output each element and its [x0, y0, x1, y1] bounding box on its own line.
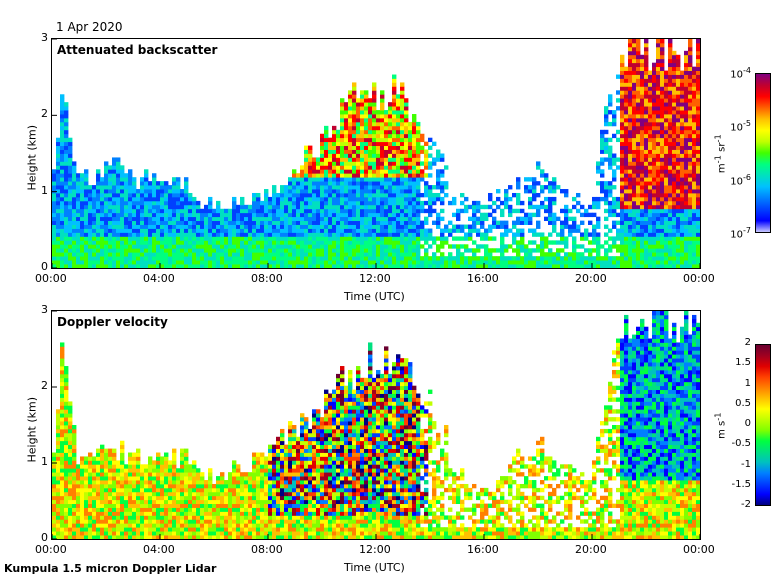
velocity-colorbar	[755, 344, 771, 506]
backscatter-ylabel: Height (km)	[25, 124, 39, 191]
velocity-title: Doppler velocity	[57, 315, 168, 329]
y-tick-label: 0	[41, 531, 48, 544]
y-tick-label: 3	[41, 303, 48, 316]
x-tick-label: 00:00	[683, 543, 715, 556]
x-tick-label: 00:00	[35, 272, 67, 285]
velocity-xlabel: Time (UTC)	[344, 561, 405, 574]
colorbar-tick-label: 0	[744, 418, 751, 429]
colorbar-tick-label: 10-4	[730, 66, 751, 81]
backscatter-xlabel: Time (UTC)	[344, 290, 405, 303]
colorbar-tick-label: 0.5	[735, 397, 751, 409]
velocity-heatmap	[52, 311, 700, 539]
colorbar-tick-label: 1	[744, 377, 751, 389]
velocity-colorbar-unit: m s-1	[712, 412, 728, 439]
colorbar-tick-label: -2	[741, 499, 751, 510]
colorbar-tick-label: 10-7	[730, 226, 751, 241]
backscatter-title: Attenuated backscatter	[57, 43, 218, 57]
x-tick-label: 16:00	[467, 272, 499, 285]
heatmap-cells	[52, 311, 700, 539]
x-tick-label: 04:00	[143, 272, 175, 285]
colorbar-tick-label: 10-5	[730, 119, 751, 134]
x-tick-label: 00:00	[683, 272, 715, 285]
colorbar-tick-label: 1.5	[735, 357, 751, 369]
x-tick-label: 00:00	[35, 543, 67, 556]
backscatter-heatmap	[52, 39, 700, 268]
x-tick-label: 08:00	[251, 543, 283, 556]
colorbar-tick-label: -0.5	[731, 438, 751, 450]
y-tick-label: 1	[41, 183, 48, 197]
colorbar-tick-label: -1	[741, 458, 751, 470]
velocity-plot: Doppler velocity	[51, 310, 701, 540]
colorbar-tick-label: 10-6	[730, 172, 751, 187]
backscatter-colorbar	[755, 73, 771, 233]
colorbar-tick-label: 2	[744, 337, 751, 348]
x-tick-label: 08:00	[251, 272, 283, 285]
date-label: 1 Apr 2020	[56, 20, 123, 34]
y-tick-label: 2	[41, 107, 48, 121]
x-tick-label: 04:00	[143, 543, 175, 556]
x-tick-label: 12:00	[359, 543, 391, 556]
colorbar-tick-label: -1.5	[731, 478, 751, 490]
y-tick-label: 1	[41, 455, 48, 468]
x-tick-label: 12:00	[359, 272, 391, 285]
x-tick-label: 16:00	[467, 543, 499, 556]
y-tick-label: 2	[41, 379, 48, 392]
velocity-ylabel: Height (km)	[25, 396, 39, 463]
backscatter-plot: Attenuated backscatter	[51, 38, 701, 269]
heatmap-cells	[52, 39, 700, 268]
x-tick-label: 20:00	[575, 272, 607, 285]
backscatter-colorbar-unit: m-1 sr-1	[712, 134, 728, 174]
y-tick-label: 0	[41, 260, 48, 273]
y-tick-label: 3	[41, 31, 48, 44]
x-tick-label: 20:00	[575, 543, 607, 556]
instrument-footer: Kumpula 1.5 micron Doppler Lidar	[4, 562, 217, 575]
